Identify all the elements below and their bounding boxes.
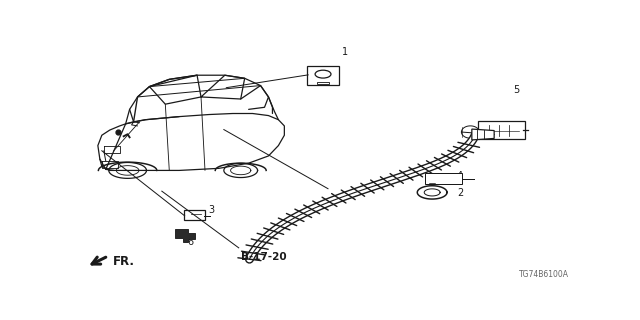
- Text: 1: 1: [342, 47, 348, 57]
- FancyBboxPatch shape: [307, 66, 339, 85]
- Text: 6: 6: [187, 237, 193, 247]
- Text: FR.: FR.: [113, 255, 135, 268]
- Text: 2: 2: [457, 188, 463, 198]
- Text: B-17-20: B-17-20: [241, 252, 286, 262]
- FancyBboxPatch shape: [184, 210, 205, 220]
- FancyBboxPatch shape: [317, 82, 329, 84]
- Text: TG74B6100A: TG74B6100A: [518, 270, 568, 279]
- FancyBboxPatch shape: [425, 173, 462, 184]
- Polygon shape: [175, 229, 195, 242]
- Text: 5: 5: [513, 85, 520, 95]
- Text: 3: 3: [208, 205, 214, 215]
- Polygon shape: [472, 129, 494, 140]
- FancyBboxPatch shape: [478, 121, 525, 139]
- Text: 4: 4: [457, 171, 463, 181]
